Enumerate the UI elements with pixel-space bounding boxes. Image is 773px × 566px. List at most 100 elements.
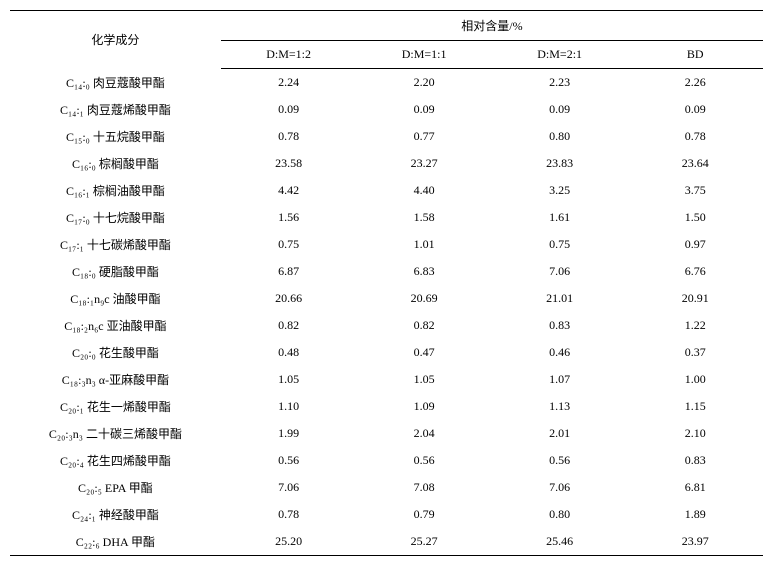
table-row: C₂₀:₄ 花生四烯酸甲酯0.560.560.560.83 xyxy=(10,447,763,474)
cell-value: 0.83 xyxy=(627,447,763,474)
cell-value: 23.58 xyxy=(221,150,357,177)
cell-value: 2.20 xyxy=(356,69,492,96)
header-col-1: D:M=1:2 xyxy=(221,41,357,69)
cell-value: 3.25 xyxy=(492,177,628,204)
cell-value: 25.20 xyxy=(221,528,357,556)
table-row: C₂₀:₀ 花生酸甲酯0.480.470.460.37 xyxy=(10,339,763,366)
cell-value: 2.04 xyxy=(356,420,492,447)
table-row: C₁₆:₀ 棕榈酸甲酯23.5823.2723.8323.64 xyxy=(10,150,763,177)
table-row: C₁₇:₀ 十七烷酸甲酯1.561.581.611.50 xyxy=(10,204,763,231)
cell-value: 4.42 xyxy=(221,177,357,204)
cell-value: 0.80 xyxy=(492,123,628,150)
cell-value: 0.82 xyxy=(221,312,357,339)
cell-value: 0.56 xyxy=(221,447,357,474)
cell-component-name: C₁₄:₀ 肉豆蔻酸甲酯 xyxy=(10,69,221,96)
cell-value: 2.24 xyxy=(221,69,357,96)
cell-value: 25.27 xyxy=(356,528,492,556)
cell-component-name: C₁₆:₁ 棕榈油酸甲酯 xyxy=(10,177,221,204)
cell-value: 1.00 xyxy=(627,366,763,393)
cell-value: 2.01 xyxy=(492,420,628,447)
cell-value: 1.99 xyxy=(221,420,357,447)
cell-component-name: C₂₀:₅ EPA 甲酯 xyxy=(10,474,221,501)
cell-value: 0.78 xyxy=(221,123,357,150)
cell-value: 0.09 xyxy=(627,96,763,123)
cell-value: 0.09 xyxy=(221,96,357,123)
cell-value: 0.78 xyxy=(221,501,357,528)
cell-value: 1.56 xyxy=(221,204,357,231)
cell-value: 6.81 xyxy=(627,474,763,501)
cell-component-name: C₁₇:₁ 十七碳烯酸甲酯 xyxy=(10,231,221,258)
cell-component-name: C₂₄:₁ 神经酸甲酯 xyxy=(10,501,221,528)
table-row: C₁₈:₀ 硬脂酸甲酯6.876.837.066.76 xyxy=(10,258,763,285)
table-row: C₁₇:₁ 十七碳烯酸甲酯0.751.010.750.97 xyxy=(10,231,763,258)
cell-value: 6.83 xyxy=(356,258,492,285)
table-row: C₁₈:₃n₃ α-亚麻酸甲酯1.051.051.071.00 xyxy=(10,366,763,393)
cell-component-name: C₂₂:₆ DHA 甲酯 xyxy=(10,528,221,556)
cell-value: 20.66 xyxy=(221,285,357,312)
cell-component-name: C₁₆:₀ 棕榈酸甲酯 xyxy=(10,150,221,177)
cell-value: 23.83 xyxy=(492,150,628,177)
header-component: 化学成分 xyxy=(10,11,221,69)
cell-value: 0.77 xyxy=(356,123,492,150)
cell-value: 0.83 xyxy=(492,312,628,339)
cell-component-name: C₂₀:₀ 花生酸甲酯 xyxy=(10,339,221,366)
cell-value: 23.64 xyxy=(627,150,763,177)
table-row: C₂₀:₃n₃ 二十碳三烯酸甲酯1.992.042.012.10 xyxy=(10,420,763,447)
cell-value: 0.75 xyxy=(221,231,357,258)
cell-value: 1.10 xyxy=(221,393,357,420)
cell-value: 0.78 xyxy=(627,123,763,150)
header-col-4: BD xyxy=(627,41,763,69)
cell-value: 1.07 xyxy=(492,366,628,393)
cell-value: 1.22 xyxy=(627,312,763,339)
cell-value: 0.80 xyxy=(492,501,628,528)
cell-value: 23.97 xyxy=(627,528,763,556)
cell-value: 2.23 xyxy=(492,69,628,96)
cell-component-name: C₂₀:₁ 花生一烯酸甲酯 xyxy=(10,393,221,420)
cell-value: 7.06 xyxy=(492,258,628,285)
cell-value: 7.08 xyxy=(356,474,492,501)
cell-value: 1.05 xyxy=(221,366,357,393)
cell-value: 0.47 xyxy=(356,339,492,366)
chemical-composition-table: 化学成分 相对含量/% D:M=1:2 D:M=1:1 D:M=2:1 BD C… xyxy=(10,10,763,556)
cell-component-name: C₁₅:₀ 十五烷酸甲酯 xyxy=(10,123,221,150)
cell-value: 7.06 xyxy=(492,474,628,501)
cell-value: 0.97 xyxy=(627,231,763,258)
cell-value: 23.27 xyxy=(356,150,492,177)
cell-value: 0.46 xyxy=(492,339,628,366)
header-col-3: D:M=2:1 xyxy=(492,41,628,69)
cell-component-name: C₁₈:₂n₆c 亚油酸甲酯 xyxy=(10,312,221,339)
cell-component-name: C₁₇:₀ 十七烷酸甲酯 xyxy=(10,204,221,231)
table-row: C₁₈:₁n₉c 油酸甲酯20.6620.6921.0120.91 xyxy=(10,285,763,312)
cell-value: 0.09 xyxy=(356,96,492,123)
cell-value: 20.91 xyxy=(627,285,763,312)
cell-value: 1.01 xyxy=(356,231,492,258)
cell-value: 0.75 xyxy=(492,231,628,258)
cell-value: 1.05 xyxy=(356,366,492,393)
cell-component-name: C₁₄:₁ 肉豆蔻烯酸甲酯 xyxy=(10,96,221,123)
cell-value: 1.58 xyxy=(356,204,492,231)
table-row: C₂₂:₆ DHA 甲酯25.2025.2725.4623.97 xyxy=(10,528,763,556)
cell-value: 20.69 xyxy=(356,285,492,312)
table-row: C₂₀:₁ 花生一烯酸甲酯1.101.091.131.15 xyxy=(10,393,763,420)
cell-value: 0.79 xyxy=(356,501,492,528)
cell-value: 0.56 xyxy=(492,447,628,474)
cell-value: 0.82 xyxy=(356,312,492,339)
cell-value: 6.76 xyxy=(627,258,763,285)
cell-value: 1.13 xyxy=(492,393,628,420)
cell-value: 2.26 xyxy=(627,69,763,96)
cell-value: 1.15 xyxy=(627,393,763,420)
table-row: C₁₈:₂n₆c 亚油酸甲酯0.820.820.831.22 xyxy=(10,312,763,339)
cell-value: 2.10 xyxy=(627,420,763,447)
table-row: C₂₀:₅ EPA 甲酯7.067.087.066.81 xyxy=(10,474,763,501)
cell-value: 7.06 xyxy=(221,474,357,501)
cell-component-name: C₁₈:₃n₃ α-亚麻酸甲酯 xyxy=(10,366,221,393)
table-body: C₁₄:₀ 肉豆蔻酸甲酯2.242.202.232.26 C₁₄:₁ 肉豆蔻烯酸甲… xyxy=(10,69,763,556)
cell-component-name: C₂₀:₄ 花生四烯酸甲酯 xyxy=(10,447,221,474)
cell-value: 4.40 xyxy=(356,177,492,204)
cell-value: 0.09 xyxy=(492,96,628,123)
cell-value: 1.09 xyxy=(356,393,492,420)
cell-value: 21.01 xyxy=(492,285,628,312)
cell-component-name: C₁₈:₁n₉c 油酸甲酯 xyxy=(10,285,221,312)
table-row: C₁₆:₁ 棕榈油酸甲酯4.424.403.253.75 xyxy=(10,177,763,204)
cell-value: 25.46 xyxy=(492,528,628,556)
